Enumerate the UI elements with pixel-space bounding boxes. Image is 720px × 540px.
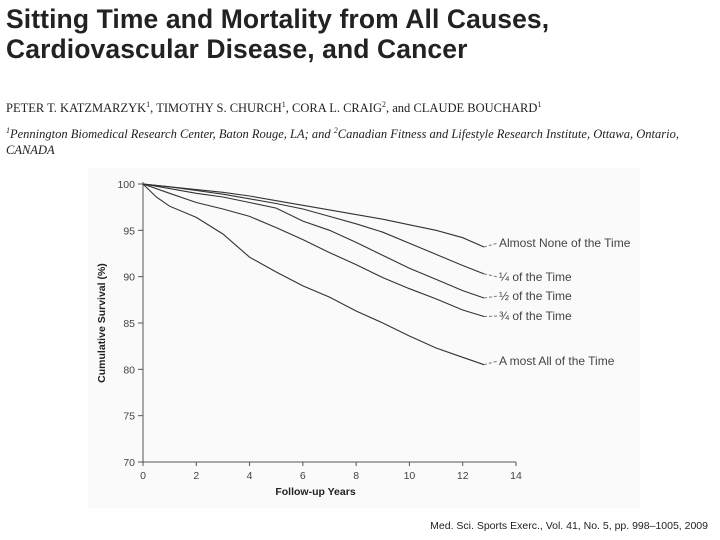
y-tick-label: 95 bbox=[123, 225, 135, 237]
x-tick-label: 12 bbox=[457, 470, 469, 482]
series-leader-line bbox=[484, 315, 499, 318]
series-line bbox=[142, 183, 485, 275]
affiliation-text: Canadian Fitness and Lifestyle Research … bbox=[6, 127, 679, 158]
series-leader-line bbox=[483, 360, 499, 366]
author-separator: , bbox=[150, 101, 157, 116]
author-separator: , bbox=[386, 101, 393, 116]
author-separator: , bbox=[285, 101, 293, 116]
author-conjunction: and bbox=[392, 101, 414, 116]
x-tick-label: 8 bbox=[353, 470, 359, 482]
series-line bbox=[142, 183, 485, 299]
x-tick-label: 2 bbox=[193, 470, 199, 482]
affiliations: 1Pennington Biomedical Research Center, … bbox=[6, 123, 718, 158]
affiliation-text: Pennington Biomedical Research Center, B… bbox=[10, 127, 309, 142]
series-line bbox=[142, 183, 485, 366]
series-label: A most All of the Time bbox=[499, 354, 615, 368]
y-tick-label: 90 bbox=[123, 272, 135, 284]
author-affiliation-mark: 2 bbox=[382, 100, 386, 109]
series-line bbox=[142, 183, 485, 318]
affiliation-conjunction: and bbox=[308, 127, 334, 142]
y-tick-label: 75 bbox=[123, 411, 135, 423]
author-affiliation-mark: 1 bbox=[281, 100, 286, 109]
author-affiliation-mark: 1 bbox=[537, 100, 542, 109]
y-axis-title: Cumulative Survival (%) bbox=[96, 263, 108, 383]
x-axis-title: Follow-up Years bbox=[275, 486, 355, 498]
author-name: TIMOTHY S. CHURCH bbox=[156, 101, 282, 116]
series-leader-line bbox=[483, 273, 499, 278]
author-list: PETER T. KATZMARZYK1, TIMOTHY S. CHURCH1… bbox=[6, 100, 718, 116]
x-tick-label: 14 bbox=[510, 470, 522, 482]
y-tick-label: 85 bbox=[123, 318, 135, 330]
author-name: CORA L. CRAIG bbox=[292, 101, 382, 116]
survival-chart-figure: 70 75 80 85 90 95 100 0 2 4 6 8 10 12 14 Follow-up Year… bbox=[88, 168, 640, 508]
x-tick-label: 0 bbox=[140, 470, 146, 482]
y-tick-label: 80 bbox=[123, 364, 135, 376]
series-label: ¾ of the Time bbox=[499, 309, 572, 323]
author-name: PETER T. KATZMARZYK bbox=[6, 101, 147, 116]
series-label: ½ of the Time bbox=[499, 289, 572, 303]
series-line bbox=[142, 183, 485, 248]
x-tick-label: 6 bbox=[300, 470, 306, 482]
x-tick-label: 4 bbox=[247, 470, 253, 482]
series-label: Almost None of the Time bbox=[499, 236, 631, 250]
affiliation-mark: 2 bbox=[333, 126, 338, 135]
x-tick-label: 10 bbox=[404, 470, 416, 482]
survival-chart: 70 75 80 85 90 95 100 0 2 4 6 8 10 12 14 Follow-up Year… bbox=[96, 179, 631, 498]
y-tick-label: 70 bbox=[123, 457, 135, 469]
author-affiliation-mark: 1 bbox=[146, 100, 151, 109]
series-leader-line bbox=[483, 295, 499, 299]
journal-citation: Med. Sci. Sports Exerc., Vol. 41, No. 5,… bbox=[430, 520, 708, 532]
author-name: CLAUDE BOUCHARD bbox=[413, 101, 538, 116]
series-leader-line bbox=[483, 242, 499, 248]
paper-title: Sitting Time and Mortality from All Caus… bbox=[6, 4, 550, 64]
y-tick-label: 100 bbox=[117, 179, 135, 191]
series-label: ¼ of the Time bbox=[499, 270, 572, 284]
affiliation-mark: 1 bbox=[6, 126, 10, 135]
